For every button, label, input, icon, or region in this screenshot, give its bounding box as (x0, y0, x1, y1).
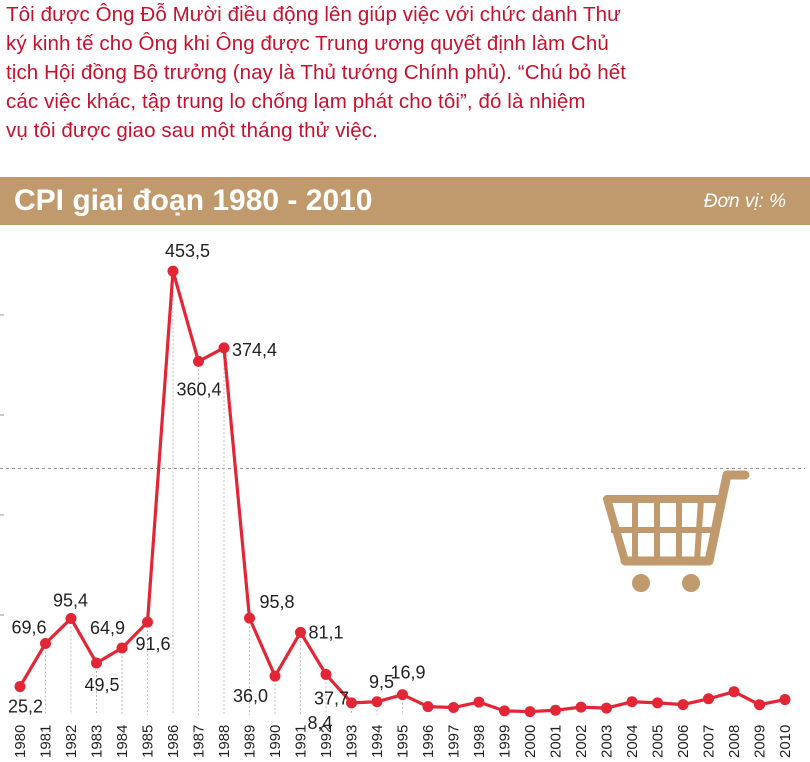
data-point-1995 (397, 689, 408, 701)
data-point-2001 (550, 704, 561, 716)
x-tick-2010: 2010 (777, 725, 794, 758)
x-tick-1996: 1996 (420, 725, 437, 758)
data-point-1990 (269, 670, 281, 682)
data-point-1984 (116, 642, 128, 654)
x-tick-2001: 2001 (548, 725, 565, 758)
data-point-1986 (167, 265, 179, 277)
data-label-1995: 16,9 (391, 663, 426, 683)
data-point-1998 (473, 696, 485, 708)
data-label-1988: 374,4 (232, 340, 277, 360)
x-tick-2003: 2003 (599, 725, 616, 758)
x-tick-2000: 2000 (522, 725, 539, 758)
data-point-2009 (754, 699, 765, 711)
data-point-2003 (601, 702, 612, 714)
cart-wheel (632, 574, 650, 592)
x-tick-1990: 1990 (267, 725, 284, 758)
x-tick-2009: 2009 (752, 725, 769, 758)
data-label-1990: 36,0 (233, 686, 268, 706)
x-tick-2007: 2007 (701, 725, 718, 758)
data-point-1985 (142, 616, 153, 628)
data-label-1989: 95,8 (260, 592, 295, 612)
intro-line: ký kinh tế cho Ông khi Ông được Trung ươ… (6, 32, 609, 55)
cart-basket (603, 495, 725, 565)
x-tick-2008: 2008 (726, 725, 743, 758)
data-point-2002 (575, 701, 587, 713)
chart-header-bar: CPI giai đoạn 1980 - 2010 Đơn vị: % (0, 177, 810, 225)
data-label-1986: 453,5 (165, 241, 210, 261)
x-tick-1995: 1995 (395, 725, 412, 758)
shopping-cart-icon (603, 470, 750, 592)
intro-line: các việc khác, tập trung lo chống lạm ph… (6, 90, 586, 113)
x-tick-1985: 1985 (140, 725, 157, 758)
data-point-2007 (703, 693, 714, 705)
x-tick-1994: 1994 (369, 725, 386, 758)
x-axis-ticks: 1980 1981 1982 1983 1984 1985 1986 1987 1988 1989… (12, 725, 794, 758)
x-tick-1987: 1987 (191, 725, 208, 758)
data-labels: 25,2 69,6 95,4 49,5 64,9 91,6 453,5 360,4 374,4 9… (8, 241, 426, 733)
data-point-1989 (244, 612, 255, 624)
data-point-1999 (499, 705, 510, 717)
x-tick-2004: 2004 (624, 725, 641, 758)
data-point-2004 (626, 696, 638, 708)
x-tick-1991: 1991 (293, 725, 310, 758)
x-tick-1986: 1986 (165, 725, 182, 758)
data-point-1993 (346, 697, 357, 709)
x-tick-1993: 1993 (344, 725, 361, 758)
data-label-1980: 25,2 (8, 697, 43, 717)
intro-line: vụ tôi được giao sau một tháng thử việc. (6, 119, 378, 142)
x-tick-2006: 2006 (675, 725, 692, 758)
intro-text: Tôi được Ông Đỗ Mười điều động lên giúp … (6, 0, 806, 145)
cart-wheel (682, 574, 700, 592)
data-point-1982 (65, 612, 77, 624)
data-point-2005 (652, 697, 663, 709)
x-tick-1988: 1988 (216, 725, 233, 758)
data-point-1997 (448, 702, 459, 714)
x-tick-1997: 1997 (446, 725, 463, 758)
intro-line: tịch Hội đồng Bộ trưởng (nay là Thủ tướn… (6, 61, 626, 84)
x-tick-2005: 2005 (650, 725, 667, 758)
data-point-1987 (193, 355, 204, 367)
data-point-2008 (728, 686, 740, 698)
chart-title: CPI giai đoạn 1980 - 2010 (14, 184, 373, 217)
chart-axes (0, 279, 805, 715)
x-tick-1984: 1984 (114, 725, 131, 758)
data-point-1980 (14, 681, 26, 693)
cpi-line-chart: 25,2 69,6 95,4 49,5 64,9 91,6 453,5 360,4 374,4 9… (0, 241, 805, 758)
x-tick-1982: 1982 (63, 725, 80, 758)
data-point-1988 (218, 342, 230, 354)
data-label-1987: 360,4 (177, 379, 222, 399)
chart-unit: Đơn vị: % (703, 191, 786, 212)
data-point-1991 (295, 626, 306, 638)
x-tick-1989: 1989 (242, 725, 259, 758)
data-label-1992: 37,7 (314, 688, 349, 708)
cpi-series (14, 265, 791, 718)
data-label-1984: 64,9 (90, 618, 125, 638)
x-tick-1992: 1992 (318, 725, 335, 758)
data-label-1981: 69,6 (12, 617, 47, 637)
data-point-2006 (677, 699, 689, 711)
data-label-1985: 91,6 (136, 634, 171, 654)
data-label-1983: 49,5 (85, 675, 120, 695)
data-point-1992 (320, 668, 332, 680)
data-point-2010 (779, 694, 791, 706)
x-tick-1983: 1983 (89, 725, 106, 758)
data-point-1981 (40, 637, 51, 649)
x-tick-1981: 1981 (38, 725, 55, 758)
data-label-1993: 8,4 (308, 713, 333, 733)
cart-handle (620, 470, 750, 566)
data-point-2000 (524, 706, 536, 718)
data-label-1982: 95,4 (53, 590, 88, 610)
data-point-1983 (91, 657, 102, 669)
data-label-1991: 81,1 (309, 622, 344, 642)
data-point-1994 (371, 696, 383, 708)
x-tick-1998: 1998 (471, 725, 488, 758)
data-point-1996 (422, 701, 434, 713)
x-tick-2002: 2002 (573, 725, 590, 758)
x-tick-1980: 1980 (12, 725, 29, 758)
x-tick-1999: 1999 (497, 725, 514, 758)
data-label-1994: 9,5 (369, 672, 394, 692)
intro-line: Tôi được Ông Đỗ Mười điều động lên giúp … (6, 3, 621, 26)
